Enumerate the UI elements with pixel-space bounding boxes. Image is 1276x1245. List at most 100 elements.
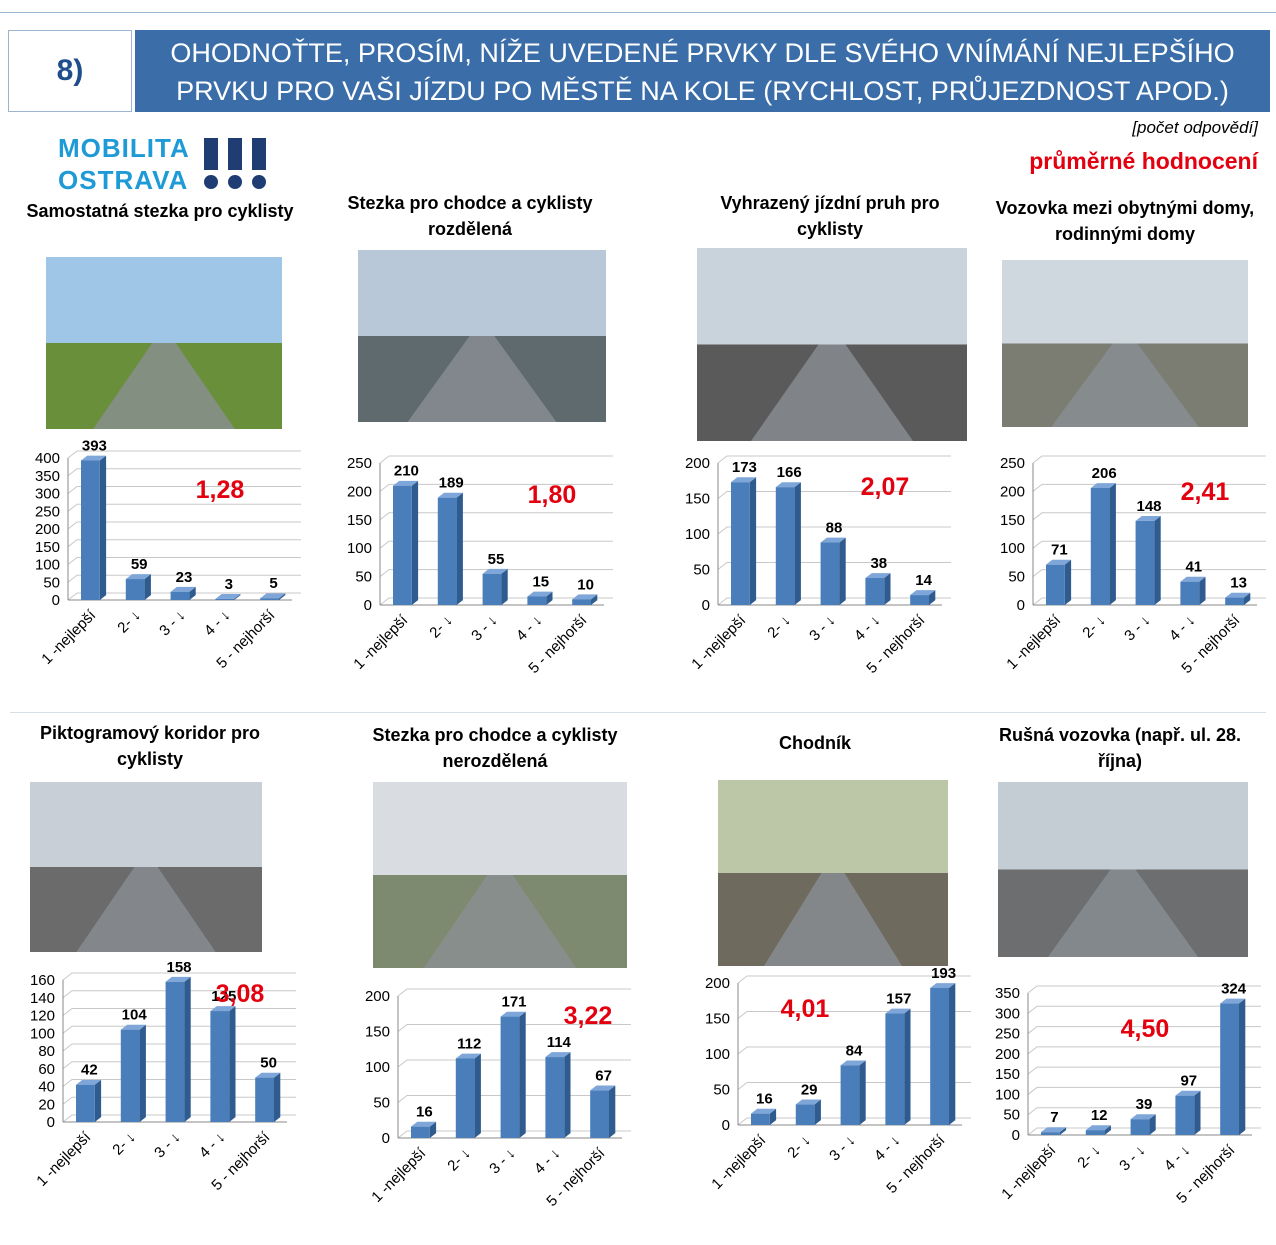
bar <box>545 1057 564 1138</box>
bar <box>1086 1130 1105 1135</box>
bar <box>456 1058 475 1138</box>
x-tick-label: 3 - ↓ <box>1121 612 1154 645</box>
y-tick-label: 0 <box>722 1117 730 1134</box>
y-tick-label: 0 <box>47 1114 55 1131</box>
bar-side <box>564 1052 570 1138</box>
x-tick-label: 4 - ↓ <box>201 607 234 640</box>
value-label: 84 <box>846 1042 863 1059</box>
y-tick-label: 200 <box>1000 483 1025 500</box>
top-rule <box>0 12 1276 13</box>
x-tick-label: 1 -nejlepší <box>708 1131 770 1193</box>
y-tick-label: 50 <box>1008 569 1025 586</box>
photo <box>358 250 606 422</box>
y-tick-label: 40 <box>38 1079 55 1096</box>
y-tick-label: 150 <box>1000 512 1025 529</box>
bar <box>483 574 502 605</box>
bar <box>1225 598 1244 605</box>
value-label: 393 <box>82 440 107 454</box>
value-label: 42 <box>81 1062 98 1079</box>
x-tick-label: 1 -nejlepší <box>688 611 750 673</box>
question-banner: OHODNOŤTE, PROSÍM, NÍŽE UVEDENÉ PRVKY DL… <box>135 30 1270 112</box>
panel-title: Vyhrazený jízdní pruh pro cyklisty <box>695 190 965 242</box>
photo <box>46 257 282 429</box>
y-tick-label: 120 <box>30 1008 55 1025</box>
bar-chart: 050100150200161 -nejlepší292- ↓843 - ↓15… <box>680 965 980 1230</box>
bar-side <box>1110 483 1116 605</box>
x-tick-label: 3 - ↓ <box>468 612 501 645</box>
value-label: 158 <box>166 962 191 976</box>
x-tick-label: 4 - ↓ <box>871 1132 904 1165</box>
bar-side <box>519 1012 525 1138</box>
x-tick-label: 4 - ↓ <box>851 612 884 645</box>
y-tick-label: 100 <box>995 1086 1020 1103</box>
y-tick-label: 100 <box>347 540 372 557</box>
value-label: 39 <box>1136 1096 1153 1113</box>
bar-side <box>412 481 418 605</box>
logo-line: MOBILITA <box>58 132 190 164</box>
x-tick-label: 2- ↓ <box>109 1129 139 1159</box>
value-label: 210 <box>394 463 419 480</box>
photo <box>30 782 262 952</box>
y-tick-label: 150 <box>685 491 710 508</box>
x-tick-label: 2- ↓ <box>1079 612 1109 642</box>
value-label: 71 <box>1051 542 1068 559</box>
value-label: 157 <box>886 991 911 1008</box>
panel-title: Stezka pro chodce a cyklisty nerozdělená <box>360 722 630 774</box>
y-tick-label: 200 <box>35 521 60 538</box>
value-label: 189 <box>439 475 464 492</box>
x-tick-label: 3 - ↓ <box>806 612 839 645</box>
value-label: 12 <box>1091 1107 1108 1124</box>
grid-line <box>1033 456 1266 463</box>
value-label: 7 <box>1050 1109 1058 1126</box>
y-tick-label: 100 <box>1000 540 1025 557</box>
panel-title: Samostatná stezka pro cyklisty <box>25 198 295 224</box>
bar <box>885 1014 904 1125</box>
photo-sky <box>998 782 1248 870</box>
bar-side <box>457 493 463 605</box>
bar-side <box>100 456 106 600</box>
bar-side <box>501 569 507 605</box>
y-tick-label: 0 <box>52 592 60 609</box>
x-tick-label: 4 - ↓ <box>1166 612 1199 645</box>
bar <box>796 1104 815 1125</box>
value-label: 50 <box>260 1055 277 1072</box>
page: 8) OHODNOŤTE, PROSÍM, NÍŽE UVEDENÉ PRVKY… <box>0 0 1276 1245</box>
y-tick-label: 100 <box>685 526 710 543</box>
y-tick-label: 50 <box>713 1082 730 1099</box>
value-label: 114 <box>547 1034 572 1051</box>
bar <box>930 988 949 1125</box>
y-tick-label: 150 <box>365 1024 390 1041</box>
y-tick-label: 60 <box>38 1061 55 1078</box>
average-value: 1,80 <box>528 481 577 509</box>
value-label: 112 <box>457 1035 481 1052</box>
bar <box>171 592 190 600</box>
x-tick-label: 2- ↓ <box>764 612 794 642</box>
bar <box>411 1127 430 1138</box>
y-tick-label: 50 <box>693 562 710 579</box>
value-label: 193 <box>931 965 956 982</box>
value-label: 29 <box>801 1081 818 1098</box>
bar-side <box>609 1086 615 1138</box>
bar-side <box>1239 999 1245 1135</box>
bar <box>1180 582 1199 605</box>
note: [počet odpovědí] <box>1132 118 1258 138</box>
bar-chart: 0501001502001731 -nejlepší1662- ↓883 - ↓… <box>660 445 960 710</box>
bar-side <box>184 977 190 1122</box>
bar-side <box>750 477 756 605</box>
y-tick-label: 150 <box>347 512 372 529</box>
value-label: 16 <box>416 1104 433 1121</box>
bar <box>501 1017 520 1138</box>
logo: MOBILITA OSTRAVA <box>58 132 190 196</box>
photo <box>373 782 627 968</box>
value-label: 206 <box>1092 465 1117 482</box>
y-tick-label: 150 <box>35 539 60 556</box>
bar-top <box>215 594 240 599</box>
x-tick-label: 4 - ↓ <box>196 1129 229 1162</box>
bar <box>1131 1119 1150 1135</box>
photo <box>1002 260 1248 427</box>
bar <box>393 486 412 605</box>
bar <box>1220 1004 1239 1135</box>
value-label: 88 <box>826 520 843 537</box>
y-tick-label: 50 <box>1003 1107 1020 1124</box>
